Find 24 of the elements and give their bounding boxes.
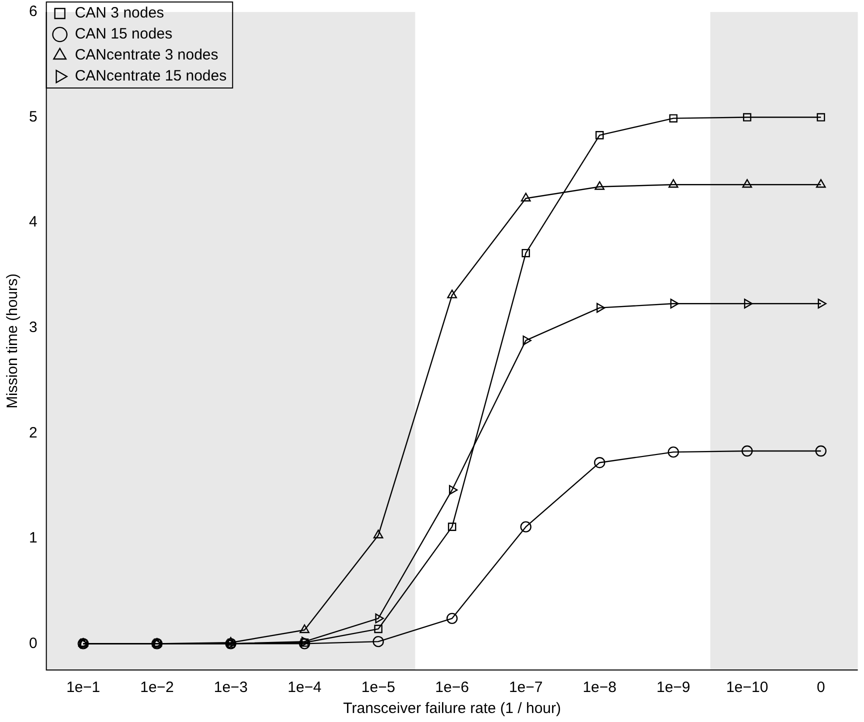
y-tick-label: 0 (29, 634, 38, 652)
x-tick-label: 1e−2 (140, 679, 174, 696)
legend-label: CAN 3 nodes (74, 4, 164, 22)
legend-label: CANcentrate 15 nodes (74, 68, 227, 85)
y-tick-label: 1 (29, 530, 38, 547)
x-tick-label: 1e−4 (288, 679, 322, 696)
legend-label: CAN 15 nodes (74, 26, 172, 43)
legend-label: CANcentrate 3 nodes (74, 46, 218, 64)
y-tick-label: 4 (29, 214, 38, 231)
x-axis-title: Transceiver failure rate (1 / hour) (343, 700, 562, 718)
x-tick-label: 1e−7 (508, 679, 543, 696)
x-tick-label: 1e−5 (361, 679, 396, 696)
y-tick-label: 2 (29, 424, 38, 442)
x-tick-label: 1e−9 (656, 679, 690, 696)
x-tick-label: 1e−6 (435, 679, 469, 696)
x-tick-label: 1e−8 (582, 679, 617, 696)
y-tick-label: 3 (29, 318, 38, 336)
x-tick-label: 1e−3 (214, 679, 248, 696)
y-tick-label: 5 (29, 108, 38, 126)
y-tick-label: 6 (29, 3, 38, 20)
x-tick-label: 0 (816, 679, 826, 696)
x-tick-label: 1e−1 (66, 679, 100, 696)
y-axis-title: Mission time (hours) (4, 273, 22, 409)
x-tick-label: 1e−10 (726, 679, 768, 696)
